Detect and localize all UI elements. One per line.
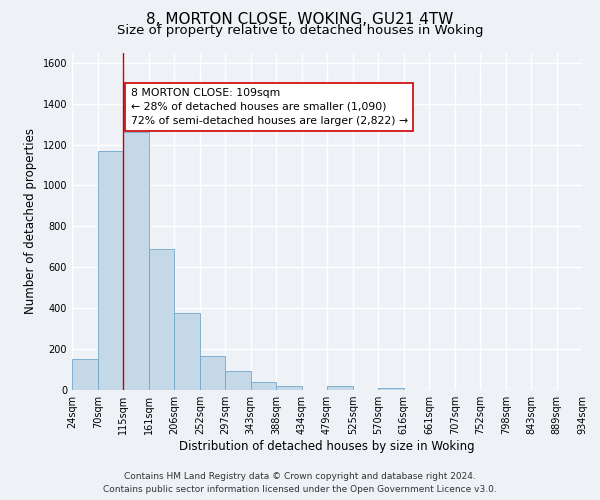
Bar [276,386,302,390]
Y-axis label: Number of detached properties: Number of detached properties [24,128,37,314]
Text: 8, MORTON CLOSE, WOKING, GU21 4TW: 8, MORTON CLOSE, WOKING, GU21 4TW [146,12,454,28]
Bar [174,314,200,390]
Text: Contains HM Land Registry data © Crown copyright and database right 2024.
Contai: Contains HM Land Registry data © Crown c… [103,472,497,494]
X-axis label: Distribution of detached houses by size in Woking: Distribution of detached houses by size … [179,440,475,453]
Bar [149,249,174,390]
Bar [225,371,251,390]
Bar [123,132,149,390]
Text: Size of property relative to detached houses in Woking: Size of property relative to detached ho… [117,24,483,37]
Text: 8 MORTON CLOSE: 109sqm
← 28% of detached houses are smaller (1,090)
72% of semi-: 8 MORTON CLOSE: 109sqm ← 28% of detached… [131,88,408,126]
Bar [327,386,353,390]
Bar [378,388,404,390]
Bar [72,360,98,390]
Bar [98,150,123,390]
Bar [251,382,276,390]
Bar [200,356,225,390]
